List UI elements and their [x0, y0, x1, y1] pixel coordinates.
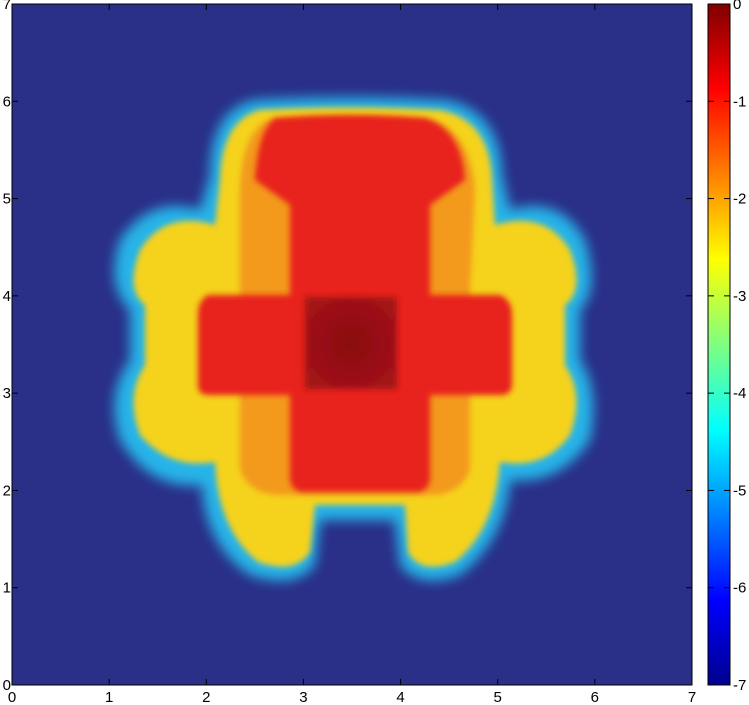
- x-tick-label: 3: [299, 689, 307, 705]
- x-tick-label: 7: [688, 689, 696, 705]
- heatmap-field: [114, 97, 594, 581]
- colorbar-ticks: 0 -1 -2 -3 -4 -5 -6 -7: [708, 0, 746, 694]
- x-tick-label: 4: [396, 689, 404, 705]
- x-tick-label: 2: [202, 689, 210, 705]
- y-tick-label: 6: [3, 93, 11, 110]
- colorbar-tick-label: 0: [733, 0, 741, 13]
- colorbar-tick-label: -5: [733, 482, 746, 499]
- y-tick-label: 1: [3, 580, 11, 597]
- colorbar-gradient: [707, 3, 731, 686]
- colorbar-tick-label: -2: [733, 191, 746, 208]
- x-tick-label: 1: [105, 689, 113, 705]
- y-tick-label: 4: [3, 288, 11, 305]
- y-tick-label: 2: [3, 482, 11, 499]
- x-tick-label: 6: [591, 689, 599, 705]
- plot-area: 0 1 2 3 4 5 6 7 0 1 2 3 4 5 6 7: [3, 0, 697, 705]
- plot-frame: [11, 3, 693, 686]
- colorbar-tick-label: -7: [733, 677, 746, 694]
- colorbar-tick-label: -6: [733, 580, 746, 597]
- y-tick-label: 0: [3, 677, 11, 694]
- y-tick-label: 5: [3, 191, 11, 208]
- colorbar-tick-label: -4: [733, 385, 746, 402]
- x-tick-label: 0: [8, 689, 16, 705]
- core-square: [305, 297, 397, 389]
- colorbar: 0 -1 -2 -3 -4 -5 -6 -7: [707, 0, 746, 694]
- colorbar-tick-label: -1: [733, 93, 746, 110]
- x-axis: 0 1 2 3 4 5 6 7: [8, 4, 696, 705]
- y-axis: 0 1 2 3 4 5 6 7: [3, 0, 692, 694]
- colorbar-tick-label: -3: [733, 288, 746, 305]
- y-tick-label: 3: [3, 385, 11, 402]
- x-tick-label: 5: [494, 689, 502, 705]
- y-tick-label: 7: [3, 0, 11, 13]
